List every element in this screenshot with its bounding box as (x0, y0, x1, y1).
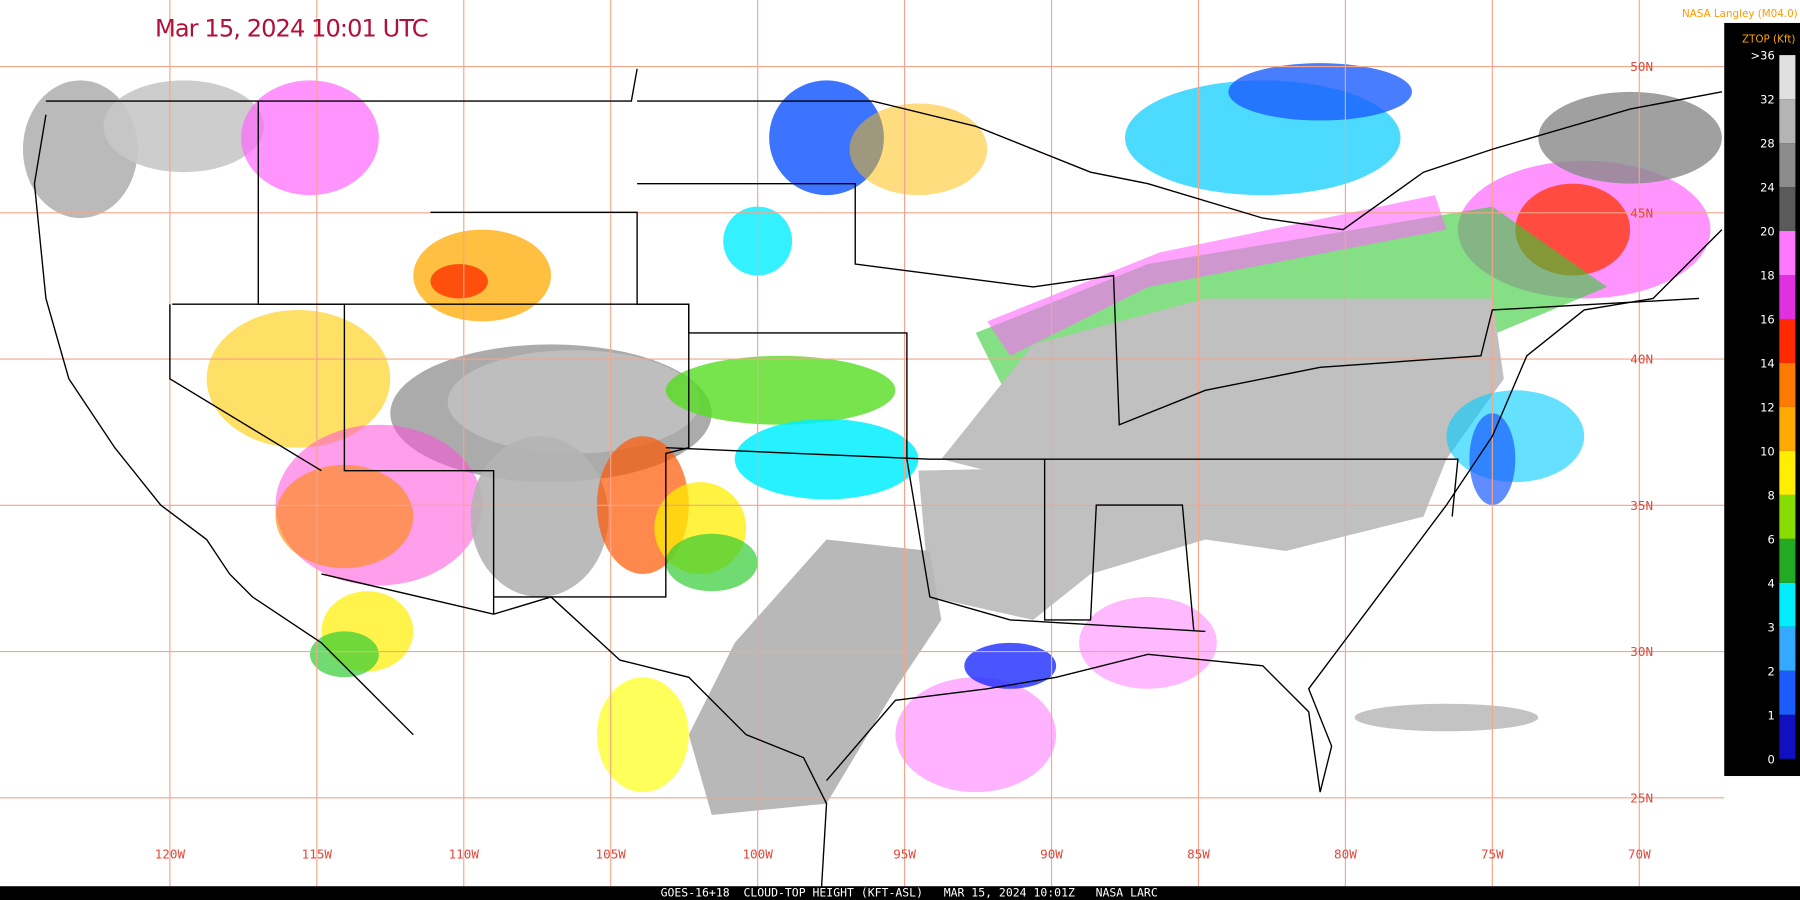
legend-tick: 12 (1760, 401, 1775, 415)
longitude-label: 75W (1481, 847, 1504, 862)
latitude-label: 25N (1630, 790, 1653, 805)
longitude-label: 70W (1628, 847, 1651, 862)
legend-swatch (1779, 55, 1796, 100)
legend-swatch (1779, 494, 1796, 539)
footer-band (0, 886, 1800, 900)
legend-tick: 24 (1760, 181, 1775, 195)
legend-tick: 18 (1760, 269, 1775, 283)
legend-swatch (1779, 231, 1796, 276)
legend-swatch (1779, 406, 1796, 451)
latitude-label: 30N (1630, 644, 1653, 659)
legend-tick: >36 (1751, 49, 1775, 63)
timestamp-title: Mar 15, 2024 10:01 UTC (155, 15, 428, 43)
legend-swatch (1779, 670, 1796, 715)
legend-tick: 4 (1767, 576, 1774, 590)
legend-swatch (1779, 143, 1796, 188)
longitude-label: 120W (155, 847, 186, 862)
legend-tick: 28 (1760, 137, 1775, 151)
legend-swatch (1779, 626, 1796, 671)
legend-tick: 10 (1760, 445, 1775, 459)
legend-tick: 20 (1760, 225, 1775, 239)
legend-swatch (1779, 187, 1796, 232)
legend-tick: 1 (1767, 708, 1774, 722)
legend-tick: 16 (1760, 313, 1775, 327)
longitude-labels: 120W 115W 110W 105W 100W 95W 90W 85W 80W 75W 70W (155, 847, 1651, 862)
longitude-label: 80W (1334, 847, 1357, 862)
legend-tick: 8 (1767, 489, 1774, 503)
legend-swatch (1779, 362, 1796, 407)
longitude-label: 115W (302, 847, 333, 862)
legend-tick: 3 (1767, 620, 1774, 634)
latitude-labels: 50N 45N 40N 35N 30N 25N (1630, 59, 1653, 805)
legend-title: ZTOP (Kft) (1742, 33, 1795, 45)
longitude-label: 85W (1187, 847, 1210, 862)
latitude-label: 40N (1630, 352, 1653, 367)
legend-tick: 6 (1767, 532, 1774, 546)
legend-swatch (1779, 538, 1796, 583)
cloud-field (22, 63, 1722, 827)
latitude-label: 45N (1630, 205, 1653, 220)
boundaries (33, 68, 1723, 900)
latitude-label: 35N (1630, 498, 1653, 513)
legend-swatch (1779, 99, 1796, 144)
legend-tick: 32 (1760, 93, 1775, 107)
legend-tick: 14 (1760, 357, 1775, 371)
longitude-label: 110W (449, 847, 480, 862)
legend-swatch (1779, 714, 1796, 759)
legend-tick: 2 (1767, 664, 1774, 678)
legend-swatch (1779, 450, 1796, 495)
longitude-label: 100W (742, 847, 773, 862)
graticule (0, 0, 1725, 887)
legend-tick: 0 (1767, 752, 1774, 766)
footer: GOES-16+18 CLOUD-TOP HEIGHT (KFT-ASL) MA… (661, 886, 1158, 900)
legend-swatch (1779, 582, 1796, 627)
longitude-label: 105W (596, 847, 627, 862)
legend-swatch (1779, 318, 1796, 363)
legend-swatch (1779, 275, 1796, 319)
latitude-label: 50N (1630, 59, 1653, 74)
longitude-label: 95W (893, 847, 916, 862)
credit: NASA Langley (M04.0) (1682, 8, 1798, 20)
longitude-label: 90W (1040, 847, 1063, 862)
